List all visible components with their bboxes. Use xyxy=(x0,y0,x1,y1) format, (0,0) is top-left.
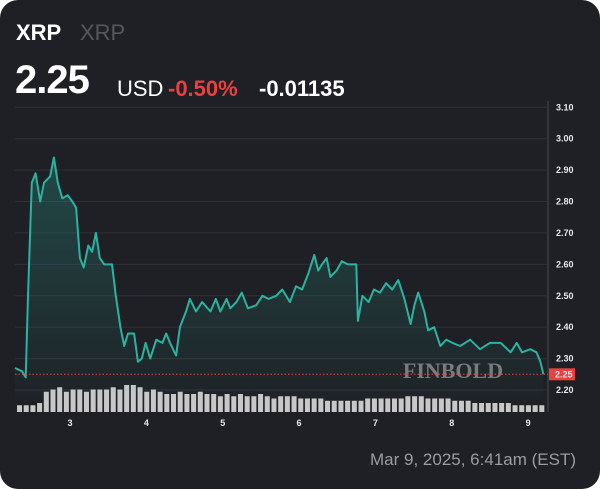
volume-bar xyxy=(325,400,331,412)
x-tick-label: 7 xyxy=(373,418,378,428)
volume-bar xyxy=(17,405,23,412)
volume-bar xyxy=(304,398,310,412)
y-tick-label: 2.70 xyxy=(556,228,574,238)
volume-bar xyxy=(398,398,404,412)
volume-bar xyxy=(391,398,398,412)
volume-bar xyxy=(197,391,203,412)
volume-bar xyxy=(485,403,491,412)
volume-bar xyxy=(358,400,364,412)
timestamp: Mar 9, 2025, 6:41am (EST) xyxy=(370,450,576,469)
volume-bar xyxy=(217,396,223,412)
volume-bar xyxy=(512,405,518,412)
x-tick-label: 5 xyxy=(220,418,225,428)
volume-bar xyxy=(37,403,43,412)
volume-bar xyxy=(271,398,277,412)
volume-bar xyxy=(204,394,210,412)
current-price: 2.25 xyxy=(15,58,90,102)
asset-name: XRP xyxy=(80,20,126,45)
volume-bar xyxy=(298,398,304,412)
volume-bar xyxy=(412,396,418,412)
x-tick-label: 3 xyxy=(67,418,72,428)
volume-bar xyxy=(278,396,284,412)
volume-bar xyxy=(83,391,89,412)
y-tick-label: 2.50 xyxy=(556,291,574,301)
volume-bar xyxy=(258,394,264,412)
volume-bar xyxy=(505,403,511,412)
volume-bar xyxy=(318,398,324,412)
volume-bar xyxy=(331,400,337,412)
volume-bar xyxy=(244,396,250,412)
volume-bar xyxy=(284,396,290,412)
volume-bar xyxy=(184,394,190,412)
finbold-watermark: FINBOLD xyxy=(403,358,503,383)
volume-bar xyxy=(465,400,471,412)
volume-bar xyxy=(43,391,49,412)
y-tick-label: 2.90 xyxy=(556,165,574,175)
volume-bar xyxy=(405,396,411,412)
last-price-badge xyxy=(549,368,575,381)
volume-bar xyxy=(251,396,257,412)
volume-bar xyxy=(479,403,485,412)
volume-bar xyxy=(264,396,270,412)
volume-bar xyxy=(311,398,317,412)
volume-bar xyxy=(291,396,297,412)
volume-bar xyxy=(472,403,478,412)
volume-bar xyxy=(458,400,464,412)
volume-bar xyxy=(519,405,525,412)
volume-bar xyxy=(432,398,438,412)
last-price-label: 2.25 xyxy=(555,369,573,379)
volume-bar xyxy=(211,394,217,412)
area-fill xyxy=(15,157,544,401)
volume-bar xyxy=(365,398,371,412)
price-line xyxy=(14,156,545,379)
volume-bar xyxy=(385,398,391,412)
y-tick-label: 3.10 xyxy=(556,102,574,112)
y-tick-label: 3.00 xyxy=(556,134,574,144)
volume-bar xyxy=(157,391,163,412)
y-tick-label: 2.40 xyxy=(556,322,574,332)
volume-bar xyxy=(539,405,545,412)
x-tick-label: 8 xyxy=(449,418,454,428)
volume-bar xyxy=(23,405,29,412)
x-tick-label: 6 xyxy=(297,418,302,428)
volume-bar xyxy=(452,400,458,412)
y-tick-label: 2.80 xyxy=(556,197,574,207)
y-tick-label: 2.60 xyxy=(556,259,574,269)
volume-bar xyxy=(499,403,505,412)
change-percent: -0.50% xyxy=(168,76,238,101)
volume-bar xyxy=(338,400,344,412)
x-tick-label: 9 xyxy=(526,418,531,428)
change-absolute: -0.01135 xyxy=(259,76,345,101)
volume-bar xyxy=(532,405,538,412)
volume-bar xyxy=(525,405,531,412)
volume-bar xyxy=(425,398,431,412)
volume-bar xyxy=(30,405,36,412)
volume-bar xyxy=(191,394,197,412)
volume-bar xyxy=(224,394,230,412)
volume-bar xyxy=(144,391,150,412)
volume-bar xyxy=(164,394,170,412)
volume-bar xyxy=(237,394,243,412)
volume-bar xyxy=(492,403,498,412)
volume-bar xyxy=(231,396,237,412)
volume-bar xyxy=(371,398,377,412)
volume-bar xyxy=(171,394,177,412)
symbol: XRP xyxy=(16,20,62,45)
volume-bar xyxy=(418,396,424,412)
y-tick-label: 2.20 xyxy=(556,385,574,395)
volume-bar xyxy=(177,391,183,412)
currency: USD xyxy=(117,76,164,101)
x-tick-label: 4 xyxy=(144,418,149,428)
volume-bar xyxy=(345,400,351,412)
volume-bar xyxy=(445,398,451,412)
volume-bar xyxy=(378,398,384,412)
y-tick-label: 2.30 xyxy=(556,354,574,364)
volume-bar xyxy=(351,400,357,412)
volume-bar xyxy=(438,398,444,412)
volume-bar xyxy=(63,391,69,412)
